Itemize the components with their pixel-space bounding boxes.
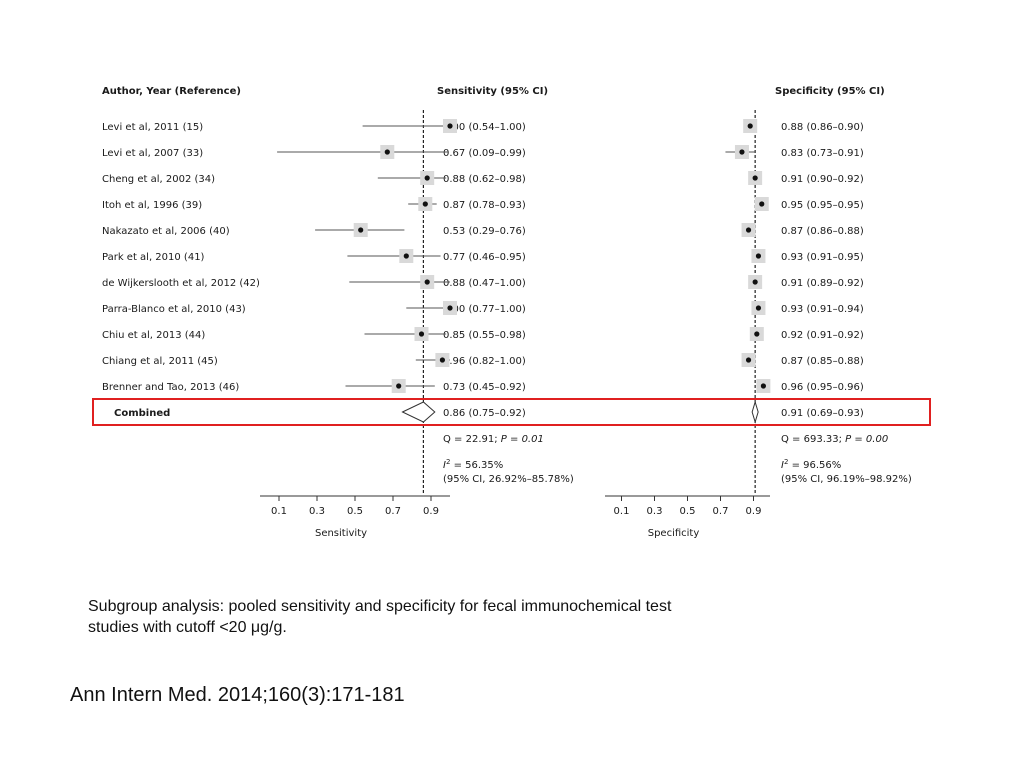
sens-ci-text: 0.67 (0.09–0.99) <box>443 148 526 159</box>
sens-ci-text: 0.85 (0.55–0.98) <box>443 330 526 341</box>
sens-combined-diamond <box>401 401 436 423</box>
spec-ci-text: 0.91 (0.90–0.92) <box>781 174 864 185</box>
study-label: Parra-Blanco et al, 2010 (43) <box>102 304 246 315</box>
header-specificity: Specificity (95% CI) <box>775 86 885 97</box>
specificity-tick-label: 0.3 <box>647 506 663 517</box>
i2-statistic: I2 = 56.35% <box>443 458 503 471</box>
spec-point <box>755 253 762 259</box>
specificity-tick-label: 0.1 <box>614 506 630 517</box>
combined-highlight-box <box>92 398 931 426</box>
sensitivity-tick-label: 0.3 <box>309 506 325 517</box>
sens-point <box>447 305 453 311</box>
sens-point <box>384 149 390 155</box>
spec-ci-text: 0.93 (0.91–0.95) <box>781 252 864 263</box>
sens-point <box>447 123 453 129</box>
spec-point <box>752 175 758 181</box>
study-label: Nakazato et al, 2006 (40) <box>102 226 230 237</box>
spec-ci-text: 0.83 (0.73–0.91) <box>781 148 864 159</box>
i2-confidence-interval: (95% CI, 96.19%–98.92%) <box>781 474 912 485</box>
sens-ci-text: 0.88 (0.62–0.98) <box>443 174 526 185</box>
spec-point <box>747 123 753 129</box>
header-sensitivity: Sensitivity (95% CI) <box>437 86 548 97</box>
spec-point <box>760 383 767 389</box>
specificity-axis-label: Specificity <box>648 528 700 539</box>
study-label: Cheng et al, 2002 (34) <box>102 174 215 185</box>
study-label: Chiu et al, 2013 (44) <box>102 330 205 341</box>
plot-marks <box>92 110 931 494</box>
spec-point <box>752 279 758 285</box>
sens-point <box>358 227 364 233</box>
specificity-tick-label: 0.9 <box>746 506 762 517</box>
study-rows: Levi et al, 2011 (15) 1.00 (0.54–1.00) 0.8… <box>102 122 864 419</box>
q-statistic: Q = 22.91; P = 0.01 <box>443 434 544 445</box>
combined-sens-ci-text: 0.86 (0.75–0.92) <box>443 408 526 419</box>
figure-caption: Subgroup analysis: pooled sensitivity an… <box>88 598 672 636</box>
q-statistic: Q = 693.33; P = 0.00 <box>781 434 888 445</box>
forest-plot: Author, Year (Reference) Sensitivity (95… <box>92 86 931 539</box>
sens-ci-text: 0.77 (0.46–0.95) <box>443 252 526 263</box>
specificity-tick-label: 0.7 <box>713 506 729 517</box>
study-label: Park et al, 2010 (41) <box>102 252 205 263</box>
sens-point <box>418 331 425 337</box>
specificity-tick-label: 0.5 <box>680 506 696 517</box>
sensitivity-tick-label: 0.7 <box>385 506 401 517</box>
header-study: Author, Year (Reference) <box>102 86 241 97</box>
spec-point <box>745 357 752 363</box>
study-label: Levi et al, 2011 (15) <box>102 122 203 133</box>
sens-point <box>424 175 430 181</box>
spec-ci-text: 0.88 (0.86–0.90) <box>781 122 864 133</box>
plot-axes: 0.1 0.3 0.5 0.7 0.9 Sensitivity 0.1 0.3 0.5 0.7 0.… <box>260 495 770 539</box>
combined-spec-ci-text: 0.91 (0.69–0.93) <box>781 408 864 419</box>
i2-confidence-interval: (95% CI, 26.92%–85.78%) <box>443 474 574 485</box>
sens-ci-text: 0.53 (0.29–0.76) <box>443 226 526 237</box>
spec-ci-text: 0.91 (0.89–0.92) <box>781 278 864 289</box>
study-label: Brenner and Tao, 2013 (46) <box>102 382 239 393</box>
sens-ci-text: 1.00 (0.54–1.00) <box>443 122 526 133</box>
sensitivity-tick-label: 0.9 <box>423 506 439 517</box>
sens-point <box>403 253 409 259</box>
spec-ci-text: 0.92 (0.91–0.92) <box>781 330 864 341</box>
sens-point <box>424 279 430 285</box>
spec-ci-text: 0.93 (0.91–0.94) <box>781 304 864 315</box>
sens-point <box>396 383 402 389</box>
study-label: Itoh et al, 1996 (39) <box>102 200 202 211</box>
spec-combined-diamond <box>751 400 759 424</box>
sens-point <box>422 201 428 207</box>
sens-ci-text: 0.88 (0.47–1.00) <box>443 278 526 289</box>
study-label: de Wijkerslooth et al, 2012 (42) <box>102 278 260 289</box>
heterogeneity-stats: Q = 22.91; P = 0.01 I2 = 56.35% (95% CI, 2… <box>443 434 912 485</box>
combined-label: Combined <box>114 408 170 419</box>
spec-ci-text: 0.95 (0.95–0.95) <box>781 200 864 211</box>
spec-point <box>739 149 745 155</box>
sens-ci-text: 0.87 (0.78–0.93) <box>443 200 526 211</box>
study-label: Levi et al, 2007 (33) <box>102 148 203 159</box>
sens-ci-text: 0.73 (0.45–0.92) <box>443 382 526 393</box>
study-label: Chiang et al, 2011 (45) <box>102 356 218 367</box>
spec-point <box>759 201 765 207</box>
sens-ci-text: 0.96 (0.82–1.00) <box>443 356 526 367</box>
citation: Ann Intern Med. 2014;160(3):171-181 <box>70 684 405 706</box>
spec-point <box>754 331 760 337</box>
spec-ci-text: 0.96 (0.95–0.96) <box>781 382 864 393</box>
spec-point <box>755 305 762 311</box>
sensitivity-tick-label: 0.1 <box>271 506 287 517</box>
spec-point <box>745 227 752 233</box>
sens-ci-text: 1.00 (0.77–1.00) <box>443 304 526 315</box>
sensitivity-tick-label: 0.5 <box>347 506 363 517</box>
sensitivity-axis-label: Sensitivity <box>315 528 367 539</box>
sens-point <box>439 357 445 363</box>
spec-ci-text: 0.87 (0.86–0.88) <box>781 226 864 237</box>
i2-statistic: I2 = 96.56% <box>781 458 841 471</box>
spec-ci-text: 0.87 (0.85–0.88) <box>781 356 864 367</box>
